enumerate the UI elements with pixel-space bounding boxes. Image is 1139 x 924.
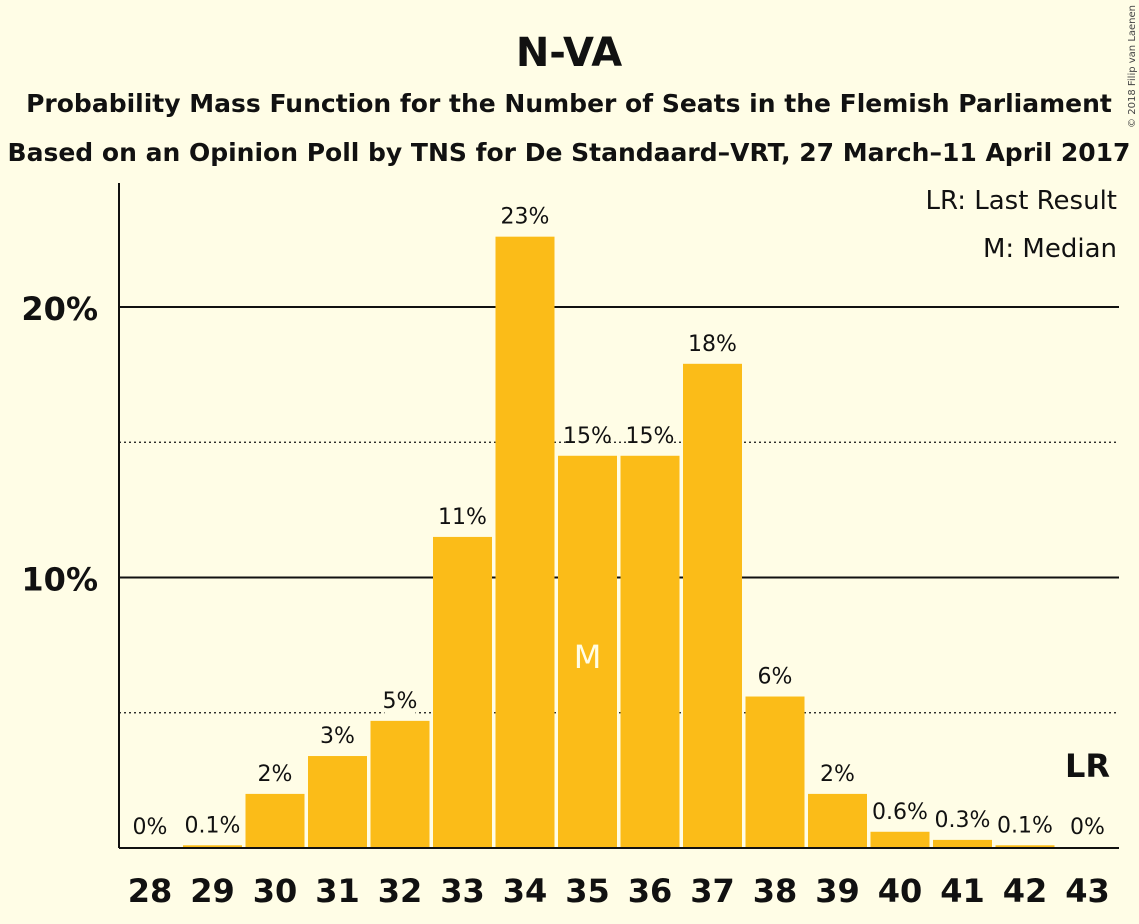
x-tick-label-30: 30 [253, 872, 298, 910]
bar-41 [933, 839, 992, 848]
data-label-36: 15% [626, 424, 675, 449]
bars [120, 236, 1055, 849]
x-tick-label-40: 40 [878, 872, 923, 910]
bar-33 [433, 536, 492, 848]
data-label-37: 18% [688, 332, 737, 357]
data-label-bg-31 [322, 723, 353, 750]
data-label-40: 0.6% [872, 800, 928, 825]
x-tick-label-34: 34 [503, 872, 548, 910]
bar-38 [745, 696, 805, 848]
data-label-bg-33 [440, 503, 485, 530]
data-label-39: 2% [820, 762, 855, 787]
y-tick-label-0: 10% [21, 561, 98, 599]
data-label-bg-40 [872, 798, 928, 825]
bar-35 [558, 455, 617, 848]
data-label-38: 6% [758, 665, 793, 690]
x-tick-label-31: 31 [315, 872, 360, 910]
data-label-bg-39 [822, 760, 853, 787]
bar-32 [370, 720, 430, 848]
data-label-bg-37 [690, 330, 735, 357]
bar-29 [183, 845, 242, 848]
bar-40 [870, 831, 930, 848]
x-tick-label-33: 33 [440, 872, 485, 910]
data-label-bg-41 [934, 806, 991, 833]
bar-36 [620, 455, 680, 848]
data-label-bg-35 [565, 422, 610, 449]
legend-median: M: Median [983, 234, 1117, 264]
y-axis-ticks: 10% 20% [21, 290, 98, 599]
last-result-marker: LR [1065, 747, 1110, 785]
x-tick-label-29: 29 [190, 872, 235, 910]
x-tick-label-36: 36 [628, 872, 673, 910]
y-tick-label-1: 20% [21, 290, 98, 328]
x-tick-label-43: 43 [1065, 872, 1110, 910]
x-tick-label-38: 38 [753, 872, 798, 910]
grid-lines [119, 306, 1119, 714]
x-axis-ticks: 28 29 30 31 32 33 34 35 36 37 38 39 40 41 42 43 [128, 872, 1110, 910]
bar-39 [808, 793, 867, 848]
bar-31 [308, 756, 367, 848]
data-label-bg-38 [759, 663, 791, 690]
data-label-32: 5% [383, 689, 418, 714]
x-tick-label-41: 41 [940, 872, 985, 910]
data-label-34: 23% [501, 205, 550, 230]
data-label-35: 15% [563, 424, 612, 449]
data-label-bg-36 [628, 422, 672, 449]
x-tick-label-35: 35 [565, 872, 610, 910]
data-label-bg-32 [384, 687, 416, 714]
median-marker: M [574, 638, 602, 676]
data-label-31: 3% [320, 724, 355, 749]
data-label-42: 0.1% [997, 813, 1053, 838]
bar-30 [245, 793, 305, 848]
data-label-41: 0.3% [935, 808, 991, 833]
chart-title: N-VA [516, 30, 622, 76]
chart-subtitle-1: Probability Mass Function for the Number… [26, 89, 1112, 118]
bar-37 [683, 363, 742, 848]
data-label-29: 0.1% [185, 813, 241, 838]
data-label-30: 2% [258, 762, 293, 787]
data-label-bg-30 [259, 760, 291, 787]
x-tick-label-42: 42 [1003, 872, 1048, 910]
data-label-28: 0% [133, 815, 168, 840]
data-label-bg-29 [184, 812, 241, 839]
data-label-43: 0% [1070, 815, 1105, 840]
data-label-33: 11% [438, 505, 487, 530]
bar-34 [495, 236, 555, 849]
bar-42 [995, 845, 1055, 848]
x-tick-label-39: 39 [815, 872, 860, 910]
copyright-note: © 2018 Filip van Laenen [1127, 5, 1138, 128]
data-label-bg-43 [1072, 814, 1103, 840]
data-label-bg-34 [503, 203, 547, 230]
data-labels: 0% 0.1% 2% 3% 5% 11% 23% 15% M 15% 18% 6% 2% 0.6% 0.3%… [133, 203, 1110, 840]
x-tick-label-28: 28 [128, 872, 173, 910]
chart-subtitle-2: Based on an Opinion Poll by TNS for De S… [8, 138, 1131, 167]
data-label-bg-28 [134, 814, 166, 840]
x-tick-label-37: 37 [690, 872, 735, 910]
legend-last-result: LR: Last Result [925, 186, 1117, 216]
data-label-bg-42 [997, 812, 1053, 839]
x-tick-label-32: 32 [378, 872, 423, 910]
